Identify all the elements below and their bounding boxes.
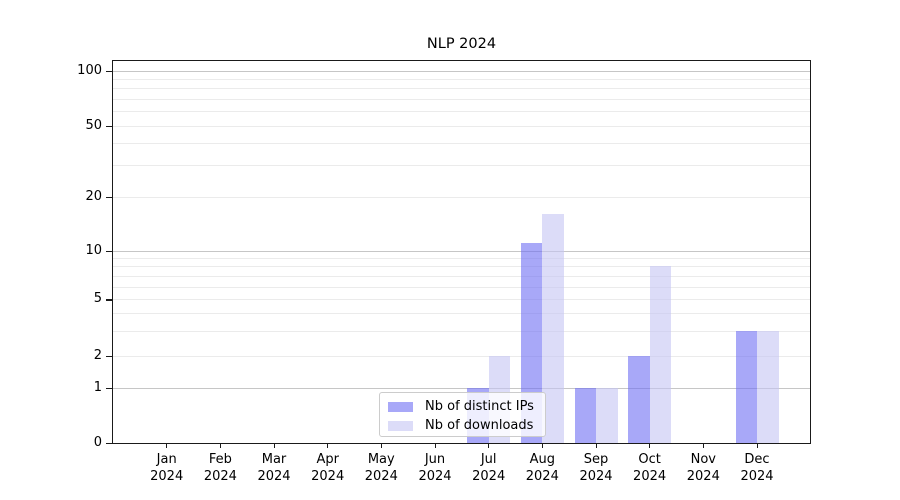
y-tick-mark <box>106 388 112 390</box>
gridline-minor <box>113 313 810 314</box>
x-tick-label: Oct 2024 <box>633 452 667 484</box>
gridline-minor <box>113 88 810 89</box>
gridline-minor <box>113 356 810 357</box>
bar-downloads-aug <box>542 214 564 443</box>
x-tick-mark <box>541 443 544 448</box>
gridline-minor <box>113 99 810 100</box>
bar-ips-dec <box>735 330 757 443</box>
legend: Nb of distinct IPs Nb of downloads <box>379 392 546 437</box>
bar-downloads-sep <box>596 388 618 443</box>
gridline-minor <box>113 276 810 277</box>
y-tick-label: 10 <box>85 242 102 258</box>
y-tick-mark <box>106 250 112 252</box>
x-tick-mark <box>488 443 490 448</box>
gridline-minor <box>113 111 810 112</box>
y-tick-label: 0 <box>93 435 102 450</box>
x-tick-label: May 2024 <box>364 452 398 484</box>
x-tick-label: Nov 2024 <box>686 452 720 484</box>
y-tick-mark <box>106 70 112 72</box>
x-tick-label: Jul 2024 <box>472 452 506 484</box>
gridline-minor <box>113 143 810 144</box>
legend-item-downloads: Nb of downloads <box>380 416 545 435</box>
bar-ips-sep <box>574 388 596 443</box>
legend-label-distinct-ips: Nb of distinct IPs <box>425 399 534 414</box>
gridline-minor <box>113 299 810 300</box>
y-tick-mark <box>106 443 112 445</box>
gridline-minor <box>113 197 810 198</box>
x-tick-label: Mar 2024 <box>257 452 291 484</box>
gridline-minor <box>113 126 810 127</box>
gridline-minor <box>113 266 810 267</box>
y-tick-mark <box>106 299 112 301</box>
plot-area <box>112 60 811 444</box>
bar-ips-oct <box>628 356 650 443</box>
y-tick-label: 100 <box>77 62 102 78</box>
gridline-minor <box>113 258 810 259</box>
y-tick-mark <box>106 356 112 358</box>
x-tick-mark <box>327 443 329 448</box>
chart-title: NLP 2024 <box>426 36 497 52</box>
x-tick-mark <box>434 443 436 448</box>
x-tick-mark <box>380 443 383 448</box>
x-tick-mark <box>166 443 168 448</box>
x-tick-label: Jan 2024 <box>150 452 184 484</box>
gridline-major <box>113 251 810 252</box>
x-tick-label: Sep 2024 <box>579 452 613 484</box>
x-tick-label: Feb 2024 <box>203 452 237 484</box>
legend-swatch-downloads-icon <box>388 420 413 431</box>
y-tick-label: 2 <box>93 348 102 363</box>
x-tick-label: Aug 2024 <box>525 452 559 484</box>
x-tick-mark <box>756 443 758 448</box>
bar-downloads-oct <box>649 266 672 443</box>
bar-downloads-dec <box>757 330 779 443</box>
x-tick-mark <box>702 443 705 448</box>
x-tick-mark <box>595 443 597 448</box>
y-tick-label: 20 <box>85 189 102 204</box>
gridline-major <box>113 71 810 72</box>
y-tick-label: 1 <box>93 380 102 395</box>
x-tick-label: Dec 2024 <box>740 452 774 484</box>
gridline-minor <box>113 79 810 80</box>
legend-swatch-distinct-ips-icon <box>388 401 413 412</box>
y-tick-label: 5 <box>93 291 102 307</box>
y-tick-mark <box>106 125 112 127</box>
y-tick-mark <box>106 197 112 199</box>
legend-item-distinct-ips: Nb of distinct IPs <box>380 397 545 416</box>
x-tick-mark <box>649 443 651 448</box>
x-tick-label: Jun 2024 <box>418 452 452 484</box>
legend-label-downloads: Nb of downloads <box>425 418 534 433</box>
x-tick-mark <box>273 443 275 448</box>
gridline-minor <box>113 165 810 166</box>
gridline-minor <box>113 331 810 332</box>
x-tick-label: Apr 2024 <box>311 452 345 484</box>
x-tick-mark <box>219 443 222 448</box>
y-tick-label: 50 <box>85 117 102 133</box>
gridline-major <box>113 388 810 389</box>
gridline-minor <box>113 287 810 288</box>
